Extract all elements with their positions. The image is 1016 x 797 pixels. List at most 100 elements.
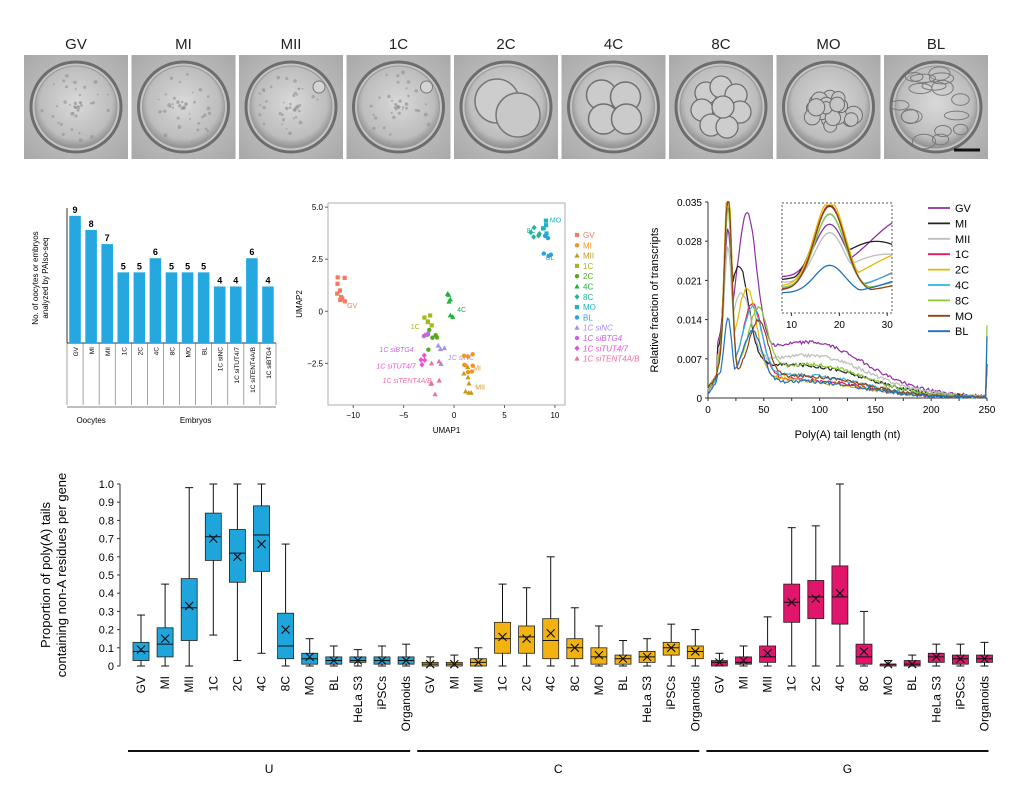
point-GV bbox=[335, 281, 340, 286]
blastocyst-cell bbox=[931, 133, 950, 146]
box-C-Organoids bbox=[686, 645, 704, 660]
legend-label: MO bbox=[583, 303, 596, 312]
category-label: BL bbox=[905, 676, 919, 691]
box-C-MO bbox=[590, 647, 608, 665]
box-C-iPSCs bbox=[662, 641, 680, 656]
x-tick-label: 0 bbox=[705, 405, 711, 416]
category-label: 2C bbox=[230, 676, 244, 692]
box-G-HeLa S3 bbox=[927, 652, 945, 663]
category-label: iPSCs bbox=[664, 676, 678, 709]
point-MII bbox=[465, 374, 471, 380]
legend-label: 4C bbox=[583, 283, 593, 292]
mean-marker bbox=[883, 659, 893, 669]
point-4C bbox=[446, 298, 452, 304]
legend-label: MII bbox=[955, 234, 970, 246]
cytoplasm-granule bbox=[40, 109, 44, 113]
cytoplasm-granule bbox=[390, 111, 393, 114]
legend-marker bbox=[574, 243, 580, 248]
box-G-BL bbox=[903, 660, 921, 667]
panel-d-line-chart: 0 50 100 150 200 250 0 0.007 0.014 0.021 0.028 0.03… bbox=[649, 198, 996, 441]
cytoplasm-granule bbox=[374, 116, 378, 120]
micrograph-mii bbox=[239, 55, 343, 159]
cytoplasm-granule bbox=[387, 94, 391, 99]
cytoplasm-granule bbox=[372, 126, 376, 131]
cytoplasm-granule bbox=[57, 121, 60, 124]
y-axis-label-line1: Proportion of poly(A) tails bbox=[38, 502, 53, 648]
bar-value-label: 5 bbox=[169, 261, 174, 271]
blastomere bbox=[610, 103, 643, 135]
point-BL bbox=[541, 251, 546, 256]
y-tick-label: 0.028 bbox=[677, 237, 702, 248]
micrograph-label: MII bbox=[280, 36, 302, 53]
cytoplasm-granule bbox=[293, 91, 297, 95]
legend-label: 8C bbox=[955, 295, 969, 307]
cytoplasm-granule bbox=[393, 106, 397, 109]
point-MII bbox=[465, 364, 471, 370]
bar-1C bbox=[117, 272, 130, 343]
x-tick-label: 100 bbox=[811, 405, 828, 416]
x-tick-label: −5 bbox=[399, 411, 409, 420]
point-MO bbox=[541, 226, 546, 231]
mean-marker bbox=[401, 656, 411, 665]
cytoplasm-granule bbox=[288, 131, 292, 136]
box-C-2C bbox=[518, 625, 535, 654]
mean-marker bbox=[474, 657, 483, 667]
bar-category-label: MII bbox=[105, 347, 112, 356]
point-2C bbox=[434, 335, 440, 340]
y-tick-label: 0.6 bbox=[99, 552, 114, 564]
cytoplasm-granule bbox=[76, 108, 80, 112]
bar-category-label: 1C siBTG4 bbox=[266, 347, 273, 379]
mean-marker bbox=[425, 659, 435, 669]
polar-body bbox=[420, 80, 433, 94]
legend-marker bbox=[574, 324, 580, 330]
box-G-1C bbox=[783, 583, 801, 623]
mean-marker bbox=[763, 648, 772, 658]
cytoplasm-granule bbox=[198, 87, 203, 92]
cytoplasm-granule bbox=[72, 111, 75, 115]
point-BL bbox=[546, 253, 551, 259]
y-tick-label: 0.1 bbox=[99, 643, 114, 655]
cytoplasm-granule bbox=[56, 105, 59, 108]
cytoplasm-granule bbox=[163, 133, 168, 138]
box-G-2C bbox=[807, 580, 825, 620]
cytoplasm-granule bbox=[263, 90, 266, 93]
category-label: 8C bbox=[857, 676, 871, 692]
cytoplasm-granule bbox=[91, 101, 95, 105]
morula-cell bbox=[844, 112, 859, 127]
category-label: iPSCs bbox=[953, 676, 967, 709]
legend-marker bbox=[574, 345, 580, 352]
point-1CsiTENT4AB bbox=[432, 391, 438, 397]
legend-label: MI bbox=[955, 218, 967, 230]
cytoplasm-granule bbox=[278, 112, 282, 116]
blastocyst-cell bbox=[928, 72, 955, 85]
bar-category-label: MI bbox=[89, 347, 96, 354]
polar-body bbox=[312, 80, 326, 94]
x-tick-label: 200 bbox=[923, 405, 940, 416]
mean-marker bbox=[859, 647, 869, 656]
group-label: Oocytes bbox=[76, 416, 105, 425]
bar-value-label: 8 bbox=[89, 219, 94, 229]
micrograph-label: 8C bbox=[711, 36, 731, 53]
cytoplasm-granule bbox=[301, 87, 304, 90]
bar-value-label: 5 bbox=[121, 261, 126, 271]
category-label: MO bbox=[303, 676, 317, 695]
cytoplasm-granule bbox=[293, 79, 297, 83]
cytoplasm-granule bbox=[164, 93, 167, 96]
cytoplasm-granule bbox=[298, 109, 301, 113]
category-label: HeLa S3 bbox=[640, 676, 654, 723]
point-1CsiNC bbox=[437, 346, 444, 352]
point-MI bbox=[469, 369, 475, 374]
x-tick-label: 250 bbox=[979, 405, 996, 416]
category-label: GV bbox=[712, 676, 726, 693]
category-label: 1C bbox=[206, 676, 220, 692]
category-label: 2C bbox=[520, 676, 534, 692]
cytoplasm-granule bbox=[89, 134, 94, 139]
bar-8C bbox=[165, 272, 178, 343]
blastomere bbox=[711, 95, 735, 119]
y-tick-label: 0.3 bbox=[99, 606, 114, 618]
micrograph-gv bbox=[24, 55, 128, 159]
point-1CsiTUT47 bbox=[419, 361, 425, 368]
point-1C bbox=[425, 320, 430, 325]
category-label: 4C bbox=[833, 676, 847, 692]
series-line-GV bbox=[707, 212, 988, 399]
